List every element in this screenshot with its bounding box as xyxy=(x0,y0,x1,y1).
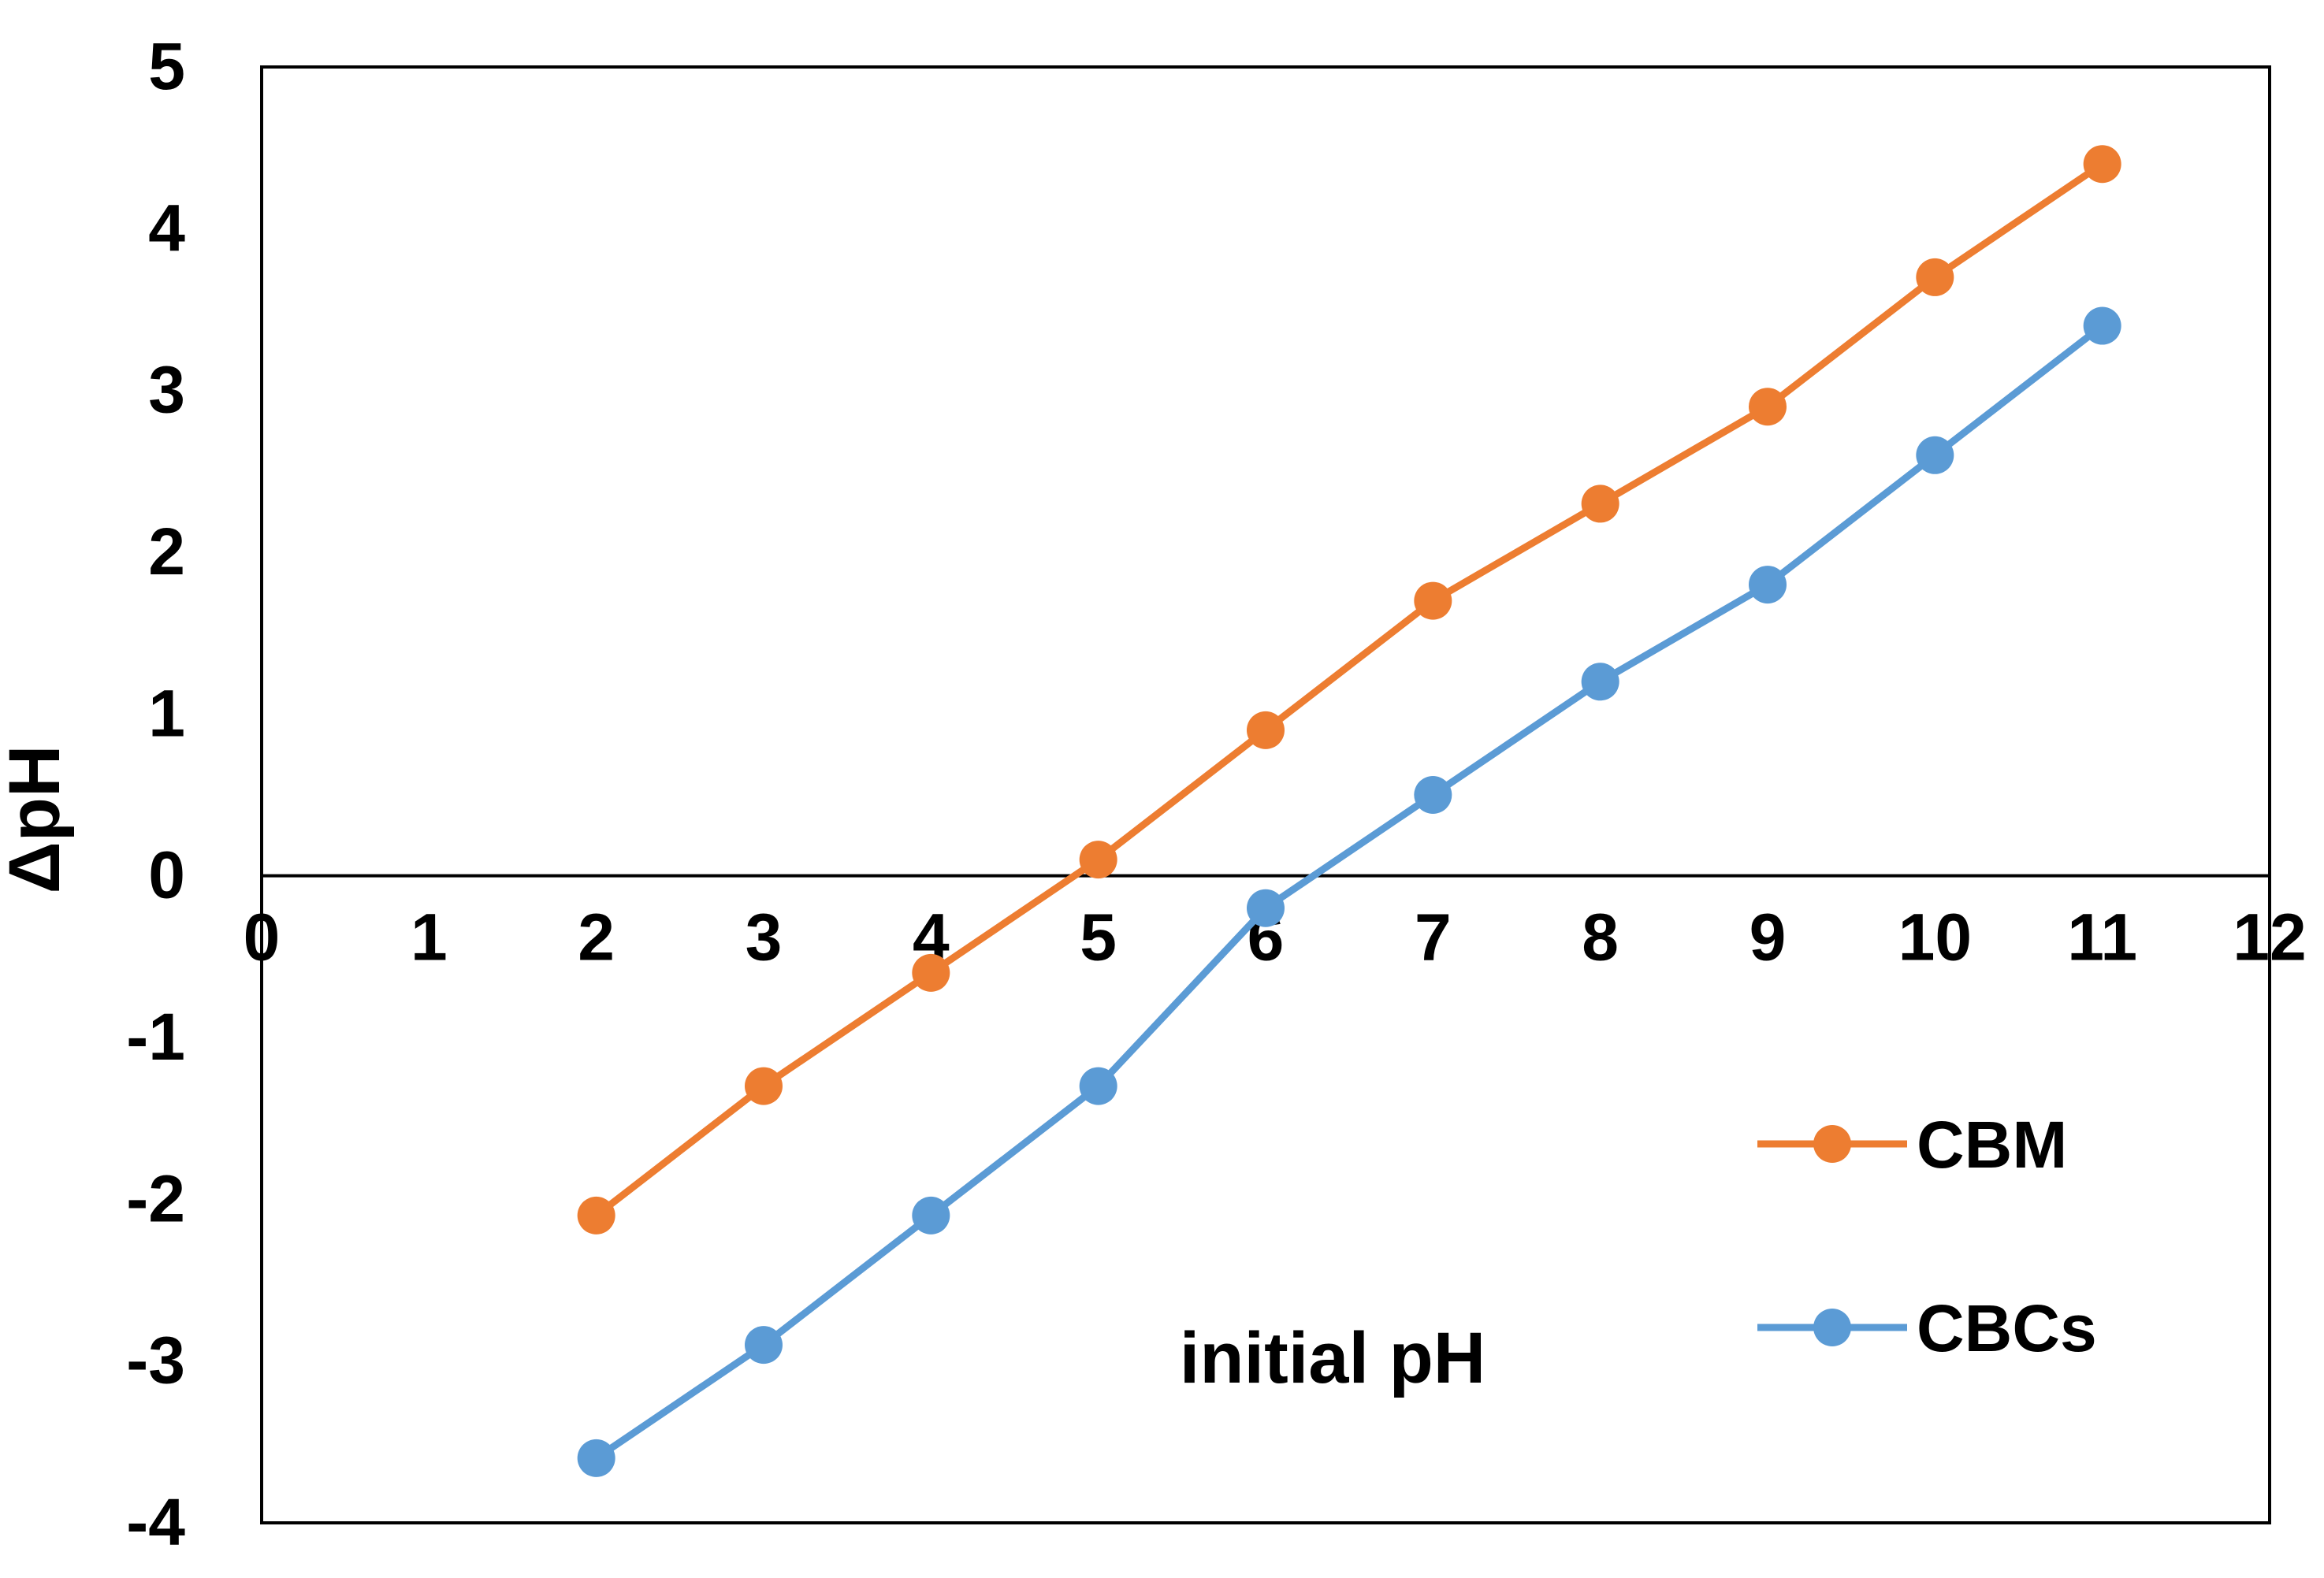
series-cbm xyxy=(577,145,2121,1235)
data-point xyxy=(1414,581,1452,620)
legend-label: CBM xyxy=(1917,1108,2067,1182)
y-tick-label: -2 xyxy=(126,1161,185,1235)
y-tick-label: 5 xyxy=(148,29,185,103)
x-tick-label: 8 xyxy=(1582,900,1619,975)
x-tick-label: 10 xyxy=(1898,900,1972,975)
data-point xyxy=(1916,436,1954,474)
y-tick-label: 2 xyxy=(148,514,185,589)
legend-swatch-marker xyxy=(1813,1309,1851,1346)
plot-area xyxy=(260,65,2271,1524)
x-tick-label: 1 xyxy=(411,900,448,975)
legend-item: CBM xyxy=(1757,1108,2067,1182)
x-tick-label: 7 xyxy=(1415,900,1452,975)
data-point xyxy=(1414,776,1452,814)
data-point xyxy=(2083,306,2121,345)
y-axis-title: ΔpH xyxy=(0,745,75,894)
data-point xyxy=(912,1196,950,1235)
y-tick-label: -1 xyxy=(126,1000,185,1074)
data-point xyxy=(577,1439,615,1477)
y-tick-label: 1 xyxy=(148,676,185,750)
y-tick-label: 3 xyxy=(148,353,185,427)
data-point xyxy=(745,1067,783,1105)
x-tick-label: 9 xyxy=(1750,900,1787,975)
x-tick-label: 3 xyxy=(746,900,783,975)
y-tick-label: -3 xyxy=(126,1324,185,1398)
data-point xyxy=(1247,711,1285,749)
x-tick-label: 2 xyxy=(578,900,615,975)
x-tick-label: 12 xyxy=(2233,900,2306,975)
data-point xyxy=(1581,663,1619,701)
data-point xyxy=(577,1196,615,1235)
data-point xyxy=(1749,388,1787,426)
series-line xyxy=(593,161,2105,1219)
y-tick-label: 4 xyxy=(148,191,185,265)
data-point xyxy=(745,1326,783,1365)
y-tick-label: -4 xyxy=(126,1485,185,1559)
series-layer xyxy=(577,145,2121,1477)
legend: CBM CBCs xyxy=(1757,1108,2097,1365)
y-axis-tick-labels: 5 4 3 2 1 0 -1 -2 -3 -4 xyxy=(126,29,185,1559)
x-tick-label: 11 xyxy=(2067,900,2137,975)
x-tick-label: 5 xyxy=(1080,900,1117,975)
data-point xyxy=(1079,841,1117,879)
legend-swatch-marker xyxy=(1813,1125,1851,1163)
legend-label: CBCs xyxy=(1917,1291,2097,1365)
data-point xyxy=(1247,889,1285,927)
legend-item: CBCs xyxy=(1757,1291,2097,1365)
x-tick-label: 0 xyxy=(244,900,281,975)
data-point xyxy=(1079,1067,1117,1105)
data-point xyxy=(1916,258,1954,296)
data-point xyxy=(912,953,950,992)
series-line xyxy=(594,322,2105,1461)
series-cbcs xyxy=(577,306,2121,1477)
data-point xyxy=(1581,485,1619,523)
x-axis-title: initial pH xyxy=(1180,1318,1486,1398)
y-tick-label: 0 xyxy=(148,838,185,912)
data-point xyxy=(2083,145,2121,184)
data-point xyxy=(1749,566,1787,604)
